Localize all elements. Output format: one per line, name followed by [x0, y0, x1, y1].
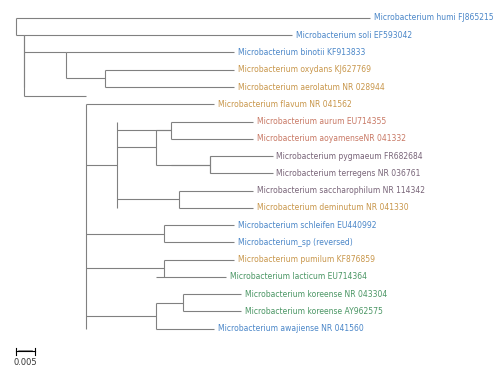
- Text: Microbacterium lacticum EU714364: Microbacterium lacticum EU714364: [230, 272, 366, 281]
- Text: Microbacterium humi FJ865215: Microbacterium humi FJ865215: [374, 14, 494, 23]
- Text: Microbacterium koreense NR 043304: Microbacterium koreense NR 043304: [246, 290, 388, 299]
- Text: 0.005: 0.005: [14, 358, 38, 367]
- Text: Microbacterium schleifen EU440992: Microbacterium schleifen EU440992: [238, 221, 376, 230]
- Text: Microbacterium koreense AY962575: Microbacterium koreense AY962575: [246, 307, 383, 316]
- Text: Microbacterium aoyamenseNR 041332: Microbacterium aoyamenseNR 041332: [257, 134, 406, 143]
- Text: Microbacterium aerolatum NR 028944: Microbacterium aerolatum NR 028944: [238, 82, 384, 91]
- Text: Microbacterium binotii KF913833: Microbacterium binotii KF913833: [238, 48, 365, 57]
- Text: Microbacterium soli EF593042: Microbacterium soli EF593042: [296, 31, 412, 40]
- Text: Microbacterium_sp (reversed): Microbacterium_sp (reversed): [238, 238, 352, 247]
- Text: Microbacterium awajiense NR 041560: Microbacterium awajiense NR 041560: [218, 324, 364, 333]
- Text: Microbacterium oxydans KJ627769: Microbacterium oxydans KJ627769: [238, 65, 370, 74]
- Text: Microbacterium flavum NR 041562: Microbacterium flavum NR 041562: [218, 100, 352, 109]
- Text: Microbacterium aurum EU714355: Microbacterium aurum EU714355: [257, 117, 386, 126]
- Text: Microbacterium pumilum KF876859: Microbacterium pumilum KF876859: [238, 255, 374, 264]
- Text: Microbacterium pygmaeum FR682684: Microbacterium pygmaeum FR682684: [276, 152, 423, 161]
- Text: Microbacterium saccharophilum NR 114342: Microbacterium saccharophilum NR 114342: [257, 186, 425, 195]
- Text: Microbacterium terregens NR 036761: Microbacterium terregens NR 036761: [276, 169, 421, 178]
- Text: Microbacterium deminutum NR 041330: Microbacterium deminutum NR 041330: [257, 203, 408, 212]
